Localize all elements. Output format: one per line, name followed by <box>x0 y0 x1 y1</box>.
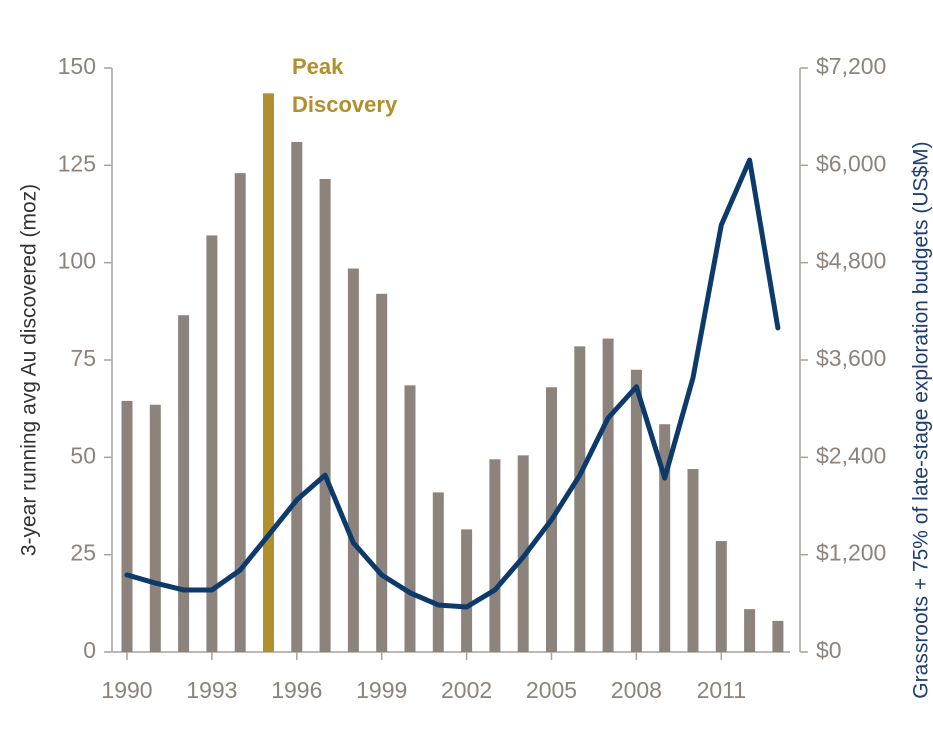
x-tick-label: 2008 <box>611 677 662 703</box>
bar <box>376 293 388 652</box>
y-tick-label: 75 <box>70 345 96 371</box>
bar <box>715 541 727 652</box>
bar <box>687 469 699 652</box>
y-tick-label: 125 <box>58 150 96 176</box>
x-tick-label: 1999 <box>356 677 407 703</box>
bar <box>121 400 133 652</box>
bar <box>178 315 190 652</box>
y2-tick-label: $7,200 <box>816 53 886 79</box>
bar <box>461 529 473 652</box>
y-axis-label: 3-year running avg Au discovered (moz) <box>18 184 41 556</box>
y-tick-label: 25 <box>70 540 96 566</box>
bar <box>263 93 274 653</box>
x-tick-label: 1996 <box>271 677 322 703</box>
x-tick-label: 2005 <box>526 677 577 703</box>
x-tick-label: 1990 <box>101 677 152 703</box>
y-tick-label: 100 <box>58 248 96 274</box>
y2-tick-label: $2,400 <box>816 442 886 468</box>
bar <box>234 173 246 652</box>
x-tick-label: 2011 <box>697 677 746 703</box>
bar <box>659 424 671 652</box>
annotation: Discovery <box>292 92 398 117</box>
y2-tick-label: $1,200 <box>816 540 886 566</box>
bar <box>489 459 501 652</box>
bar <box>574 346 586 652</box>
bar <box>432 492 444 652</box>
y-tick-label: 50 <box>70 442 96 468</box>
y-tick-label: 150 <box>58 53 96 79</box>
y2-tick-label: $4,800 <box>816 248 886 274</box>
y2-axis-label: Grassroots + 75% of late-stage explorati… <box>910 141 933 698</box>
bar <box>744 609 756 652</box>
bar <box>347 268 359 652</box>
y-tick-label: 0 <box>83 637 96 663</box>
bar <box>206 235 218 652</box>
bar <box>149 404 161 652</box>
y2-tick-label: $6,000 <box>816 150 886 176</box>
x-tick-label: 1993 <box>186 677 237 703</box>
bar <box>630 369 642 652</box>
bar <box>319 178 331 652</box>
x-tick-label: 2002 <box>441 677 492 703</box>
line <box>124 157 781 610</box>
annotation: Peak <box>292 54 344 79</box>
bar <box>404 385 416 652</box>
bar <box>772 620 784 652</box>
y2-tick-label: $3,600 <box>816 345 886 371</box>
bar <box>602 338 614 652</box>
bar <box>291 141 303 652</box>
y2-tick-label: $0 <box>816 637 842 663</box>
